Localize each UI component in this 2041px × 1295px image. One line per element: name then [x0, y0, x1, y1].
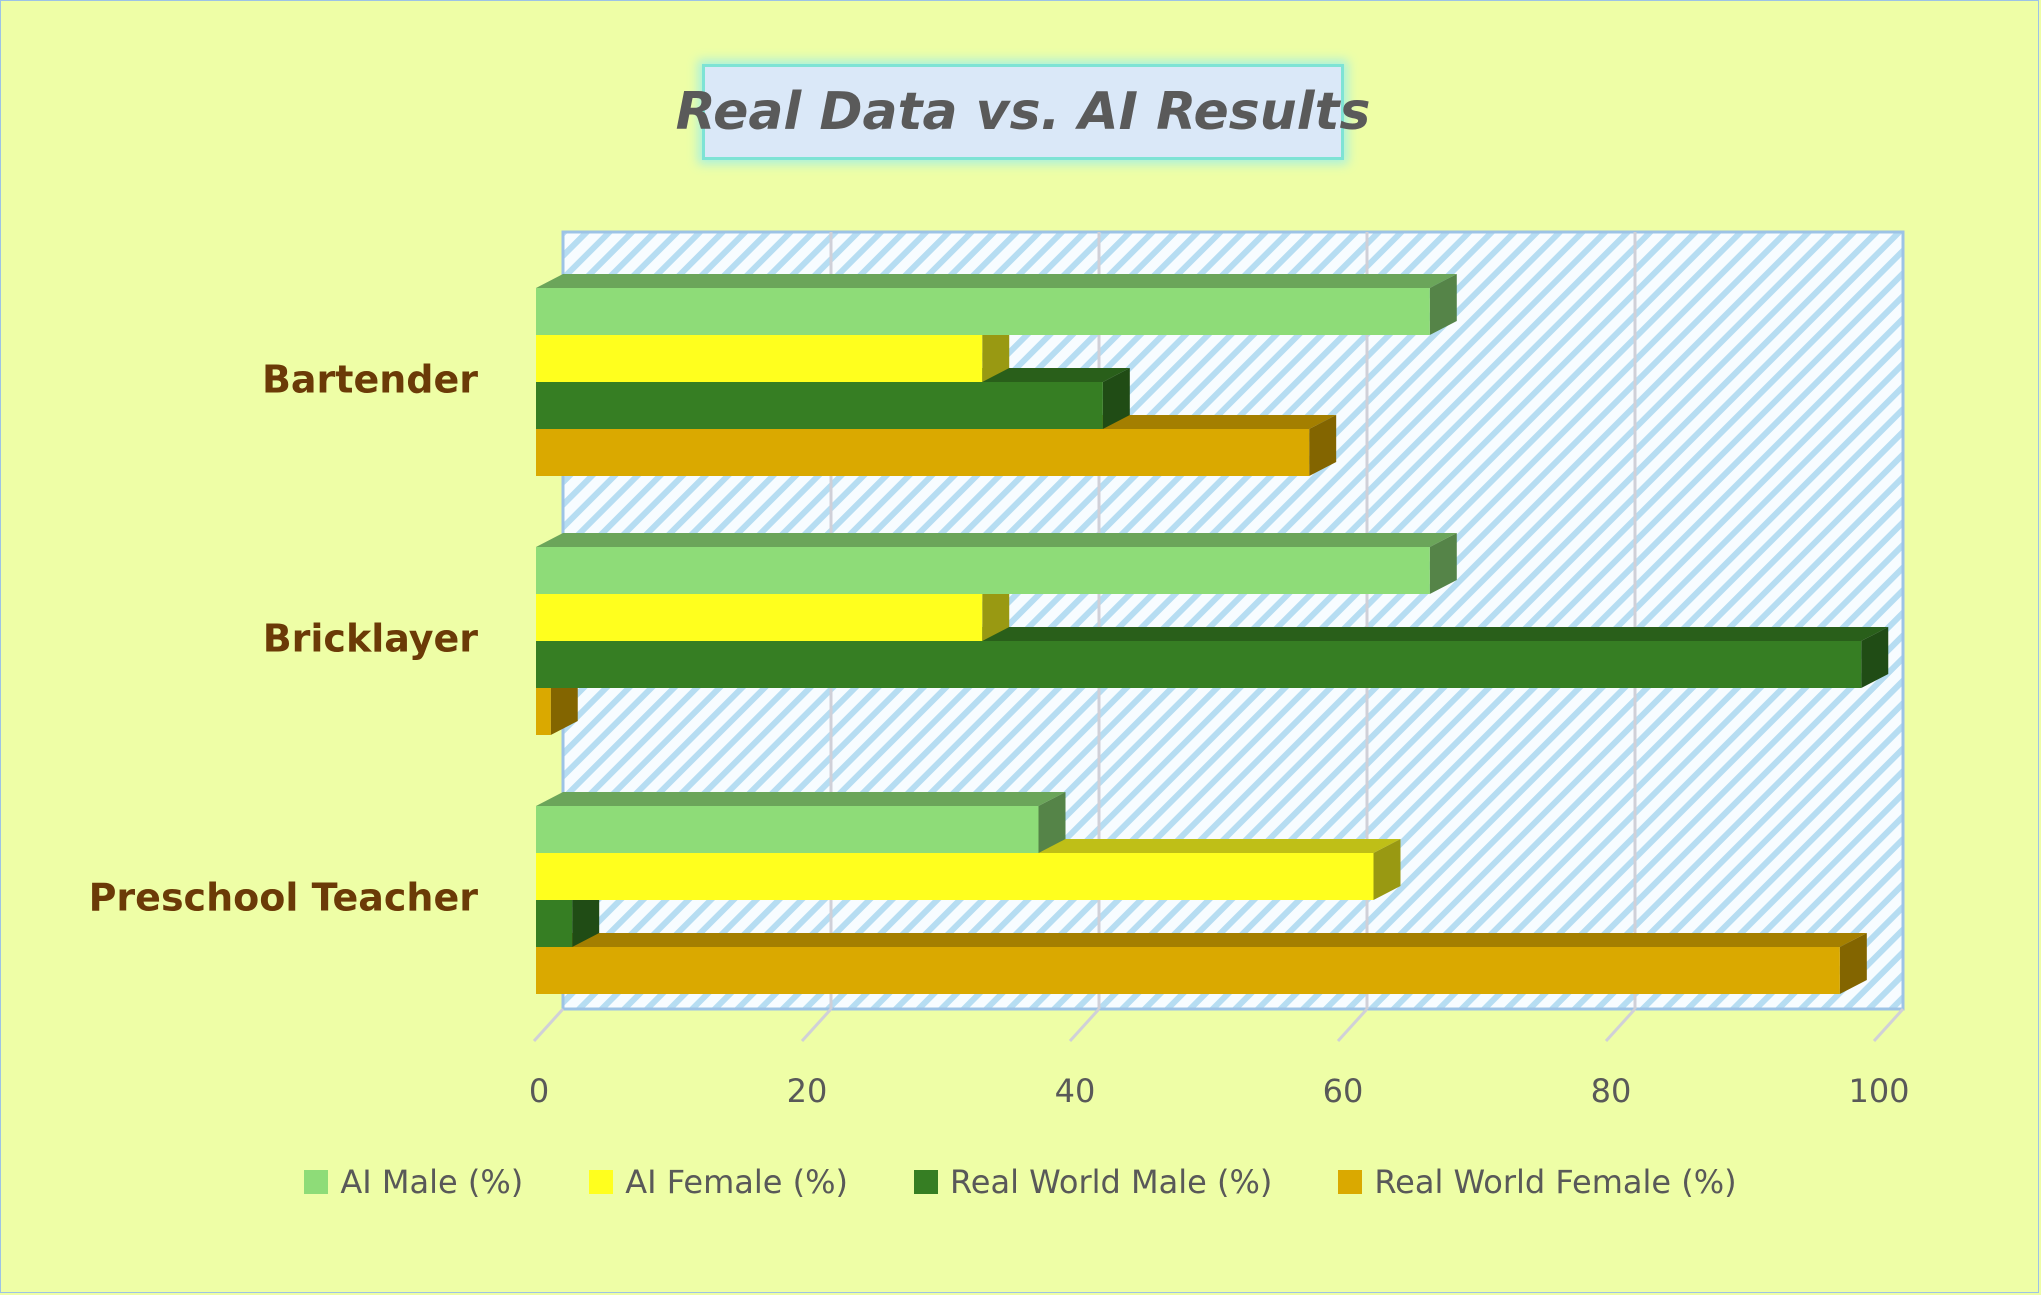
bar-top-face — [536, 933, 1867, 947]
bar-front-face — [536, 853, 1374, 900]
bar-front-face — [536, 947, 1840, 994]
legend-item: AI Female (%) — [589, 1163, 848, 1201]
chart-title: Real Data vs. AI Results — [675, 82, 1371, 142]
x-tick-label: 40 — [1055, 1072, 1096, 1110]
bar-side-face — [1861, 627, 1889, 688]
bar — [536, 933, 1867, 994]
bar-front-face — [536, 900, 573, 947]
floor-gridline — [800, 1007, 833, 1043]
bar-side-face — [982, 580, 1010, 641]
bar-side-face — [1309, 415, 1337, 476]
floor-gridline — [1068, 1007, 1101, 1043]
x-tick-label: 60 — [1323, 1072, 1364, 1110]
legend-item: AI Male (%) — [304, 1163, 523, 1201]
bar — [536, 627, 1889, 688]
bar-side-face — [550, 674, 578, 735]
legend-swatch — [589, 1170, 614, 1194]
floor-gridline — [1872, 1007, 1905, 1043]
category-label: Bartender — [262, 358, 478, 402]
bar-side-face — [1429, 274, 1457, 335]
bar-front-face — [536, 382, 1103, 429]
chart-legend: AI Male (%) AI Female (%) Real World Male … — [0, 1163, 2041, 1201]
bar — [536, 792, 1066, 853]
legend-swatch — [1338, 1170, 1363, 1194]
legend-item: Real World Male (%) — [913, 1163, 1273, 1201]
legend-swatch — [304, 1170, 329, 1194]
legend-label: AI Female (%) — [625, 1163, 848, 1201]
bar-front-face — [536, 335, 983, 382]
category-label: Bricklayer — [263, 617, 479, 661]
bar-front-face — [536, 688, 551, 735]
bar-side-face — [1102, 368, 1130, 429]
x-tick-label: 0 — [529, 1072, 549, 1110]
legend-label: Real World Male (%) — [949, 1163, 1273, 1201]
x-tick-label: 80 — [1591, 1072, 1632, 1110]
category-label: Preschool Teacher — [89, 876, 479, 920]
bar-top-face — [536, 792, 1066, 806]
bar-top-face — [536, 274, 1457, 288]
floor-gridline — [1604, 1007, 1637, 1043]
x-tick-label: 100 — [1848, 1072, 1909, 1110]
legend-label: Real World Female (%) — [1374, 1163, 1737, 1201]
bar — [536, 274, 1457, 335]
legend-item: Real World Female (%) — [1338, 1163, 1737, 1201]
legend-label: AI Male (%) — [340, 1163, 524, 1201]
bar-side-face — [1429, 533, 1457, 594]
bar-front-face — [536, 806, 1039, 853]
bar — [536, 533, 1457, 594]
bar-side-face — [982, 321, 1010, 382]
legend-swatch — [913, 1170, 938, 1194]
floor-gridline — [1336, 1007, 1369, 1043]
chart-title-box: Real Data vs. AI Results — [676, 64, 1370, 160]
bar-side-face — [572, 886, 600, 947]
bar-side-face — [1839, 933, 1867, 994]
bar — [536, 886, 600, 947]
bar-front-face — [536, 594, 983, 641]
bar-front-face — [536, 641, 1862, 688]
bar-front-face — [536, 288, 1430, 335]
bar-top-face — [536, 533, 1457, 547]
x-tick-label: 20 — [787, 1072, 828, 1110]
floor-gridline — [532, 1007, 565, 1043]
bar-side-face — [1038, 792, 1066, 853]
bar-front-face — [536, 547, 1430, 594]
bar-side-face — [1373, 839, 1401, 900]
bar-front-face — [536, 429, 1310, 476]
